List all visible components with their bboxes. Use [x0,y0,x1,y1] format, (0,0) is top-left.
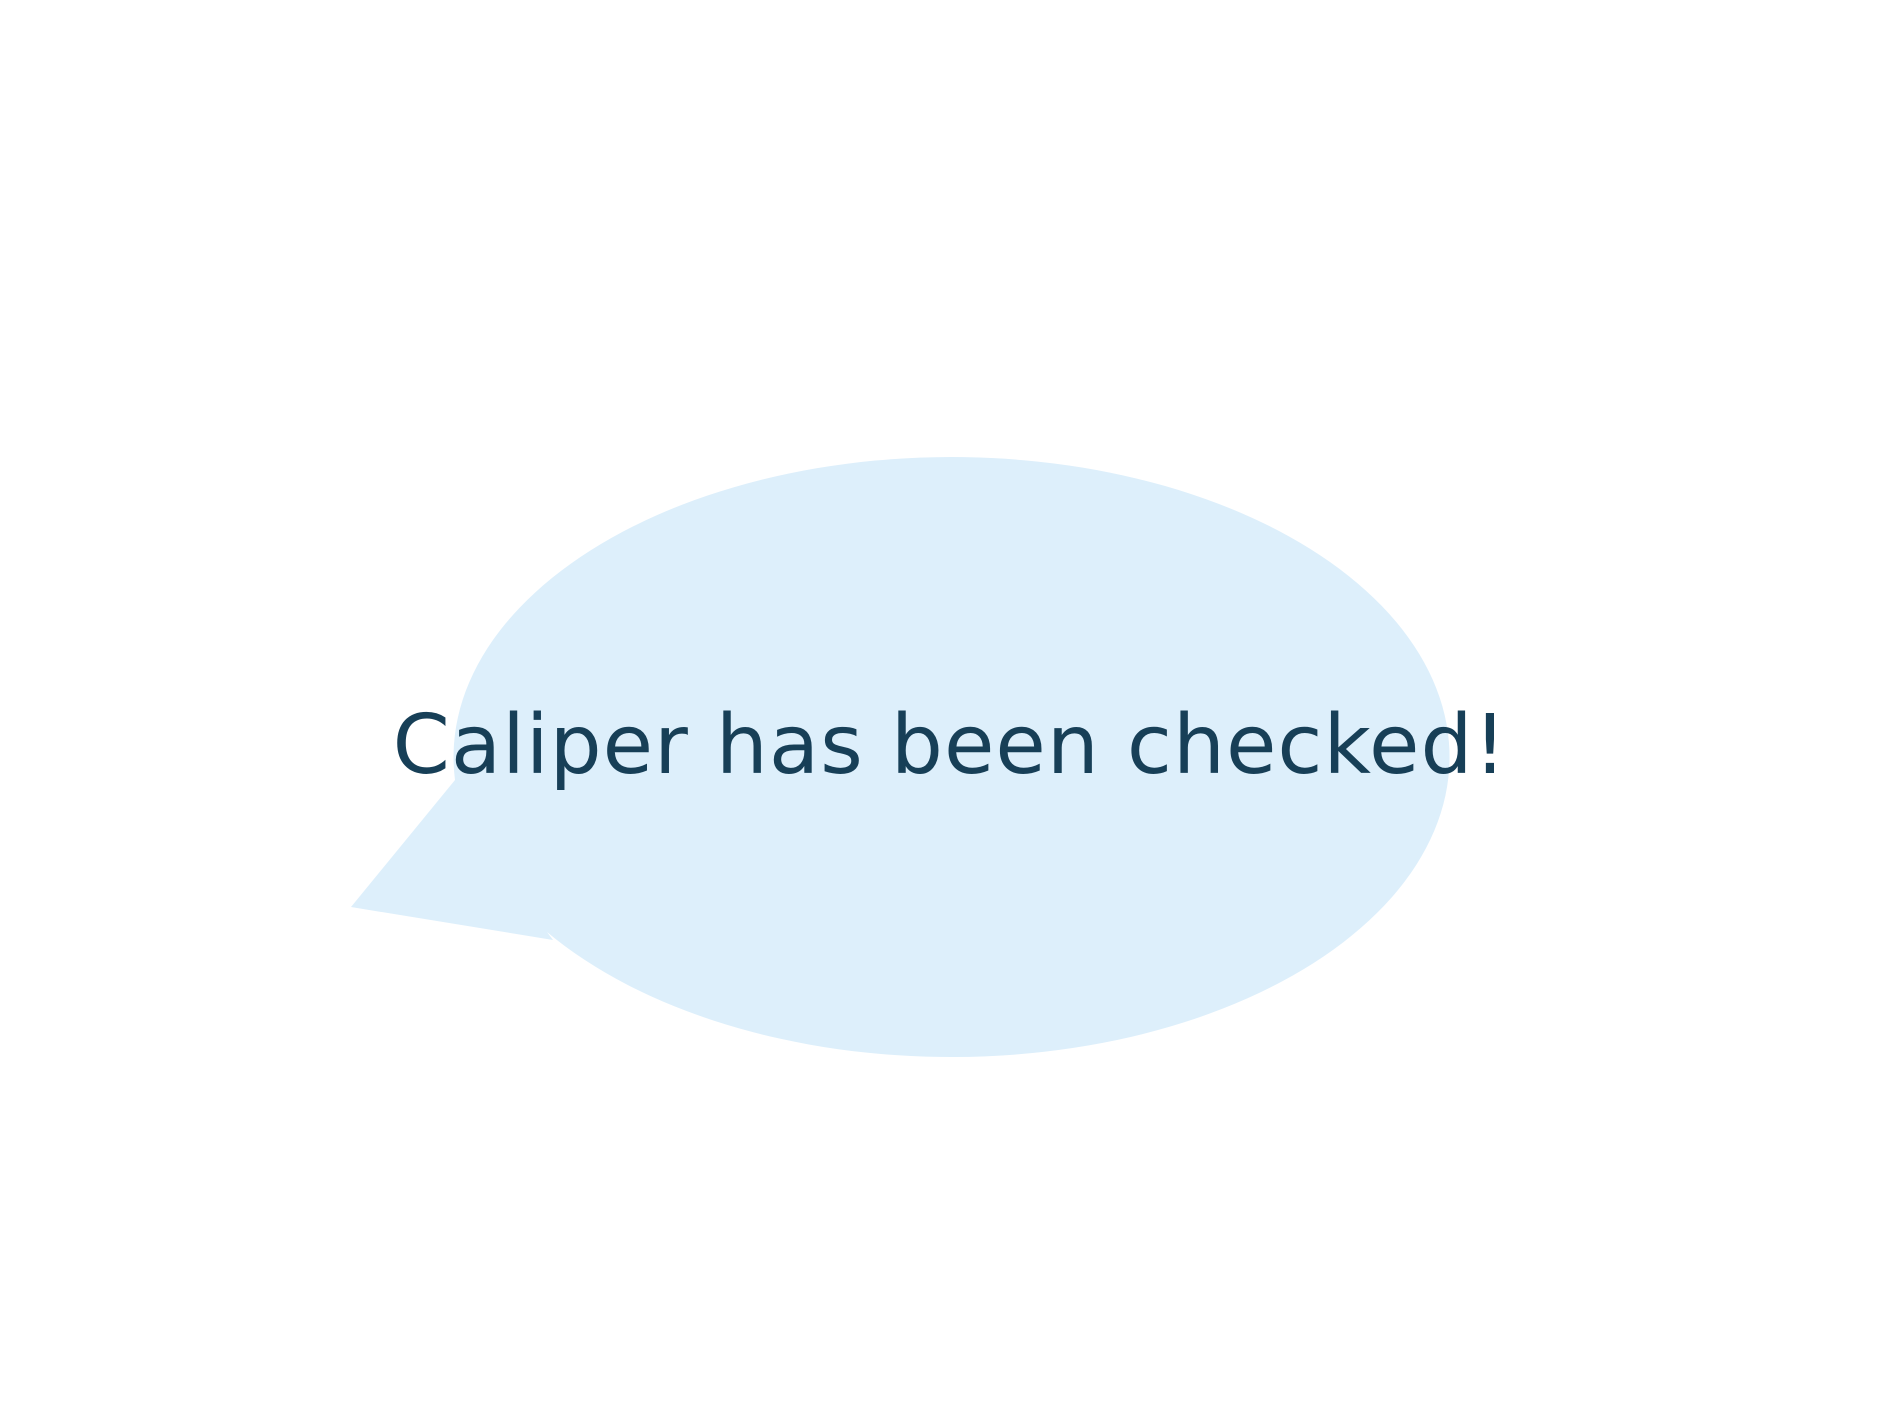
speech-bubble-message: Caliper has been checked! [392,697,1508,793]
speech-bubble-shape [351,457,1450,1058]
